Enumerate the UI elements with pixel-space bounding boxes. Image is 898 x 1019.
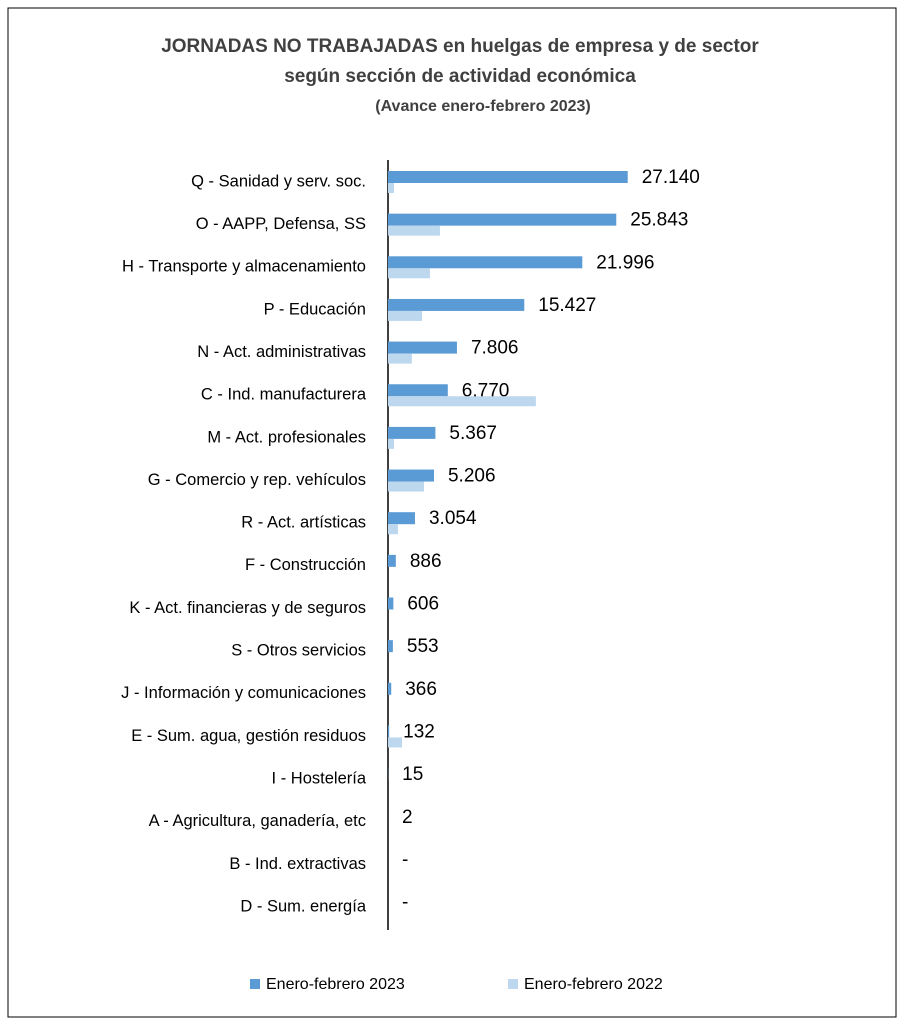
bar: [388, 298, 525, 311]
bar: [388, 597, 394, 610]
legend-swatch: [250, 979, 260, 989]
value-label: 6.770: [462, 380, 510, 401]
bar: [388, 725, 390, 738]
bar: [388, 396, 536, 407]
legend-label: Enero-febrero 2023: [266, 976, 405, 993]
value-label: -: [402, 849, 408, 870]
value-label: 606: [407, 594, 439, 615]
value-label: 25.843: [630, 210, 688, 231]
bar: [388, 481, 424, 492]
category-label: C - Ind. manufacturera: [201, 386, 367, 404]
value-label: 3.054: [429, 508, 477, 529]
bar: [388, 554, 396, 567]
value-label: 27.140: [642, 167, 700, 188]
value-label: 21.996: [596, 252, 654, 273]
bar: [388, 310, 423, 321]
value-label: 132: [403, 721, 435, 742]
value-label: 5.206: [448, 466, 496, 487]
bar: [388, 524, 398, 535]
category-label: N - Act. administrativas: [197, 343, 366, 361]
category-label: G - Comercio y rep. vehículos: [148, 471, 366, 489]
bar: [388, 341, 457, 354]
value-label: 553: [407, 636, 439, 657]
chart-note: (Avance enero-febrero 2023): [375, 98, 591, 115]
bar: [388, 213, 617, 226]
bar: [388, 353, 412, 364]
bar: [388, 512, 415, 525]
category-label: I - Hostelería: [272, 769, 367, 787]
bar: [388, 183, 395, 193]
category-label: J - Información y comunicaciones: [121, 684, 366, 702]
bar: [388, 426, 436, 439]
category-label: E - Sum. agua, gestión residuos: [131, 727, 366, 745]
bar: [388, 268, 430, 279]
category-label: P - Educación: [264, 300, 366, 318]
category-label: H - Transporte y almacenamiento: [122, 258, 366, 276]
category-label: Q - Sanidad y serv. soc.: [191, 172, 366, 190]
value-label: 15.427: [538, 295, 596, 316]
bar: [388, 384, 448, 397]
chart-title: JORNADAS NO TRABAJADAS en huelgas de emp…: [161, 36, 759, 57]
category-label: M - Act. profesionales: [207, 428, 366, 446]
value-label: 2: [402, 807, 413, 828]
category-label: F - Construcción: [245, 556, 366, 574]
bar: [388, 469, 434, 482]
category-label: D - Sum. energía: [240, 897, 366, 915]
bar: [388, 640, 393, 653]
category-label: K - Act. financieras y de seguros: [129, 599, 366, 617]
bar: [388, 438, 395, 449]
legend-label: Enero-febrero 2022: [524, 976, 663, 993]
value-label: 7.806: [471, 338, 519, 359]
value-label: 15: [402, 764, 423, 785]
chart-subtitle: según sección de actividad económica: [284, 66, 636, 87]
category-label: R - Act. artísticas: [241, 514, 366, 532]
category-label: O - AAPP, Defensa, SS: [196, 215, 366, 233]
value-label: -: [402, 892, 408, 913]
value-label: 886: [410, 551, 442, 572]
value-label: 366: [405, 679, 437, 700]
value-label: 5.367: [449, 423, 497, 444]
category-label: A - Agricultura, ganadería, etc: [149, 812, 366, 830]
bar: [388, 682, 392, 695]
bar: [388, 737, 402, 748]
bar: [388, 171, 628, 183]
category-label: S - Otros servicios: [231, 642, 366, 660]
category-label: B - Ind. extractivas: [229, 855, 366, 873]
legend-swatch: [508, 979, 518, 989]
bar: [388, 256, 583, 269]
bar: [388, 225, 440, 236]
